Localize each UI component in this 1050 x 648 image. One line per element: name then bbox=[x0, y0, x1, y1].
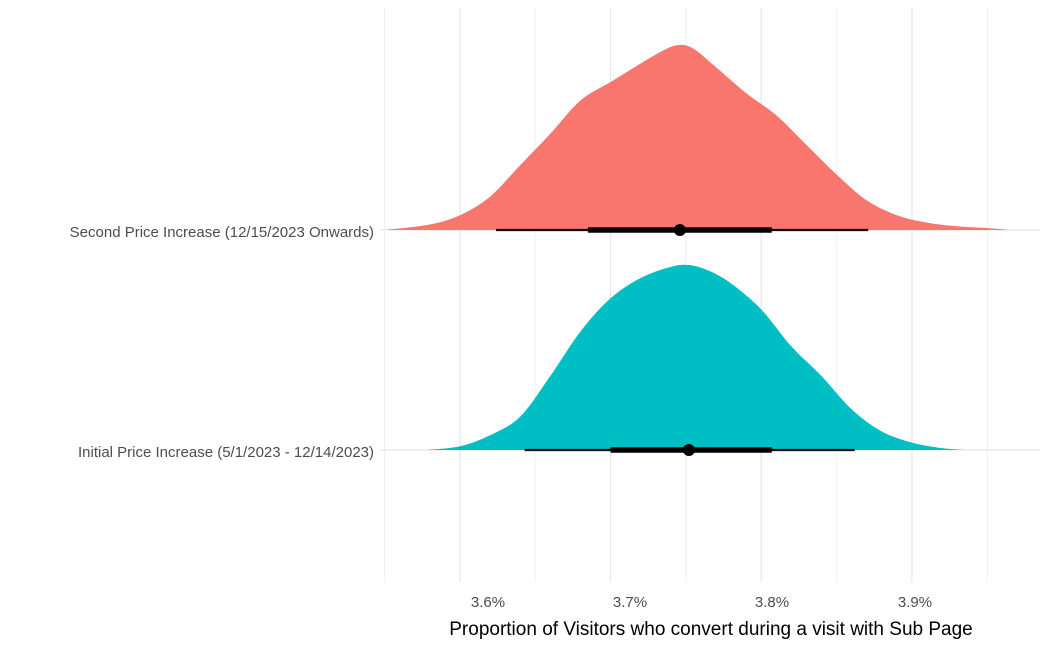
point-estimate-second-price-increase bbox=[673, 224, 686, 236]
x-tick-label-3.8: 3.8% bbox=[755, 594, 789, 611]
interval-bars bbox=[496, 224, 869, 456]
x-tick-label-3.9: 3.9% bbox=[898, 594, 932, 611]
y-axis-labels: Second Price Increase (12/15/2023 Onward… bbox=[70, 224, 374, 461]
density-shapes bbox=[384, 44, 1010, 450]
y-tick-label-second: Second Price Increase (12/15/2023 Onward… bbox=[70, 224, 374, 241]
density-initial-price-increase bbox=[426, 264, 965, 450]
y-tick-label-initial: Initial Price Increase (5/1/2023 - 12/14… bbox=[78, 444, 374, 461]
density-second-price-increase bbox=[384, 44, 1010, 231]
x-tick-label-3.6: 3.6% bbox=[471, 594, 505, 611]
point-estimate-initial-price-increase bbox=[682, 444, 695, 456]
x-tick-label-3.7: 3.7% bbox=[613, 594, 647, 611]
x-axis-title: Proportion of Visitors who convert durin… bbox=[449, 619, 972, 640]
x-axis-labels: 3.6% 3.7% 3.8% 3.9% bbox=[471, 594, 932, 611]
